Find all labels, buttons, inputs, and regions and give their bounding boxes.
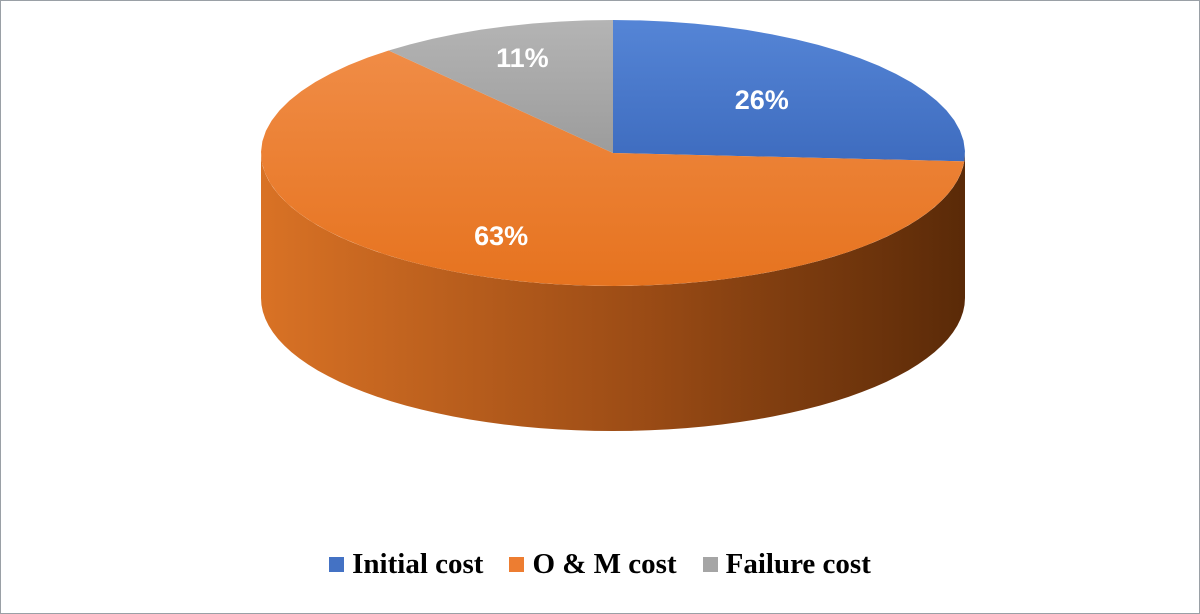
legend-label-failure-cost: Failure cost <box>725 548 871 580</box>
legend-label-initial-cost: Initial cost <box>352 548 484 580</box>
data-label-initial-cost: 26% <box>735 85 789 115</box>
legend: Initial cost O & M cost Failure cost <box>0 548 1200 581</box>
pie-side-wall <box>261 153 965 431</box>
pie-label-layer: 26% 63% 11% <box>474 43 789 251</box>
pie-slice-om-cost <box>261 50 965 286</box>
legend-swatch-failure-cost <box>702 557 718 572</box>
pie-slice-failure-cost <box>388 20 613 153</box>
legend-swatch-om-cost <box>509 557 525 572</box>
legend-item-failure-cost: Failure cost <box>702 548 871 581</box>
data-label-om-cost: 63% <box>474 221 528 251</box>
legend-label-om-cost: O & M cost <box>532 548 677 580</box>
pie-slice-layer <box>261 20 965 286</box>
pie-side-layer <box>261 153 965 431</box>
legend-swatch-initial-cost <box>329 557 345 572</box>
data-label-failure-cost: 11% <box>496 43 549 73</box>
legend-item-initial-cost: Initial cost <box>329 548 483 581</box>
pie-slice-initial-cost <box>613 20 965 162</box>
legend-item-om-cost: O & M cost <box>509 548 677 581</box>
